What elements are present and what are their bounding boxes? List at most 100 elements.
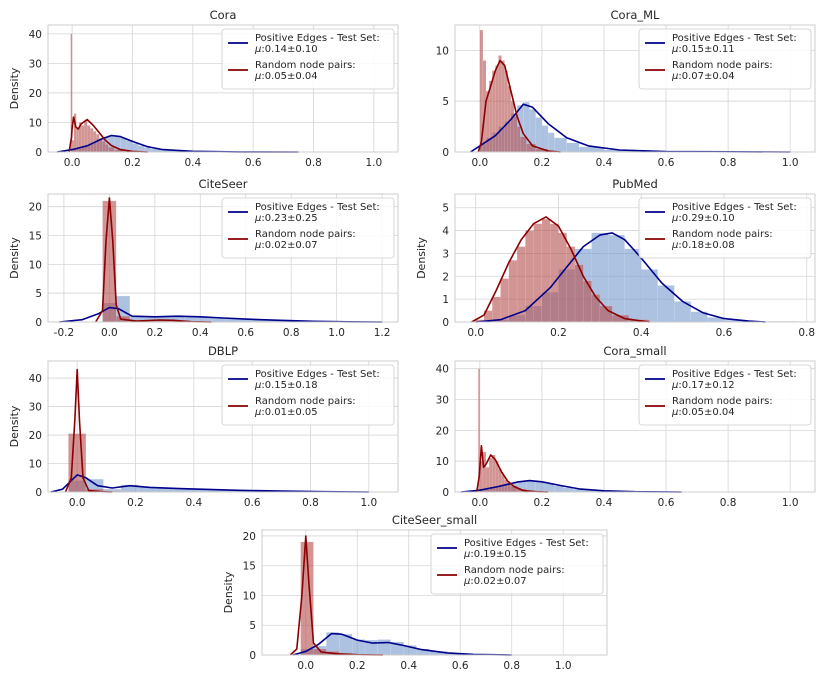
- random-kde-line: [95, 197, 212, 323]
- random-histogram-bar: [508, 260, 518, 323]
- x-tick-label: 0.2: [534, 157, 551, 169]
- y-tick-label: 10: [243, 590, 256, 602]
- positive-histogram-bar: [547, 132, 555, 153]
- y-tick-label: 0: [442, 317, 449, 329]
- chart-title: Cora_small: [603, 344, 666, 358]
- random-histogram-bar: [550, 223, 559, 323]
- x-tick-label: 0.6: [245, 157, 262, 169]
- panel-citeseer: CiteSeer -0.2 0.0 0.2 0.4 0.6 0.8 1.0 1.2 0 5 10 15 2…: [8, 177, 399, 339]
- y-tick-label: 20: [29, 202, 42, 214]
- legend-box: [221, 364, 395, 426]
- y-tick-label: 0: [35, 147, 42, 159]
- axes-frame: [47, 360, 399, 493]
- chart-title: PubMed: [612, 177, 658, 191]
- legend-positive-label: Positive Edges - Test Set:: [464, 538, 589, 549]
- legend-random-stat: μ:0.02±0.07: [463, 576, 527, 587]
- legend-random-stat: μ:0.18±0.08: [671, 240, 735, 251]
- x-tick-label: 1.0: [782, 157, 799, 169]
- panel-dblp: DBLP 0.0 0.2 0.4 0.6 0.8 1.0 0 10 20 30 40 Density Po…: [8, 344, 399, 509]
- x-tick-label: 0.6: [716, 327, 733, 339]
- x-tick-label: 0.2: [534, 497, 551, 509]
- legend-positive-label: Positive Edges - Test Set:: [672, 202, 797, 213]
- y-tick-label: 4: [442, 226, 449, 238]
- x-tick-label: 1.0: [328, 327, 345, 339]
- legend-random-stat: μ:0.02±0.07: [254, 240, 318, 251]
- positive-kde-line: [470, 103, 791, 153]
- y-tick-label: 10: [436, 456, 449, 468]
- chart-title: Cora_ML: [611, 8, 661, 22]
- y-tick-label: 10: [29, 117, 42, 129]
- positive-histogram-bar: [541, 125, 549, 153]
- mu-symbol: μ: [671, 213, 678, 224]
- y-tick-label: 15: [29, 231, 42, 243]
- mu-value: :0.02±0.07: [261, 240, 317, 251]
- random-histogram-bar: [501, 60, 505, 153]
- random-kde-line: [477, 59, 561, 153]
- panel-cora-ml: Cora_ML 0.0 0.2 0.4 0.6 0.8 1.0 0 5 10 Positive Ed…: [436, 8, 816, 169]
- random-histogram-bar: [87, 125, 91, 153]
- mu-symbol: μ: [254, 71, 261, 82]
- legend-box: [221, 197, 395, 259]
- y-tick-label: 2: [442, 271, 449, 283]
- mu-value: :0.15±0.11: [678, 44, 734, 55]
- random-histogram-bar: [591, 294, 600, 323]
- mu-symbol: μ: [671, 44, 678, 55]
- mu-symbol: μ: [463, 549, 470, 560]
- mu-value: :0.07±0.04: [678, 71, 734, 82]
- y-axis-label: Density: [8, 405, 21, 447]
- positive-histogram-bar: [563, 487, 574, 493]
- y-tick-label: 0: [35, 317, 42, 329]
- x-tick-label: 0.4: [633, 327, 650, 339]
- positive-kde-line: [50, 474, 369, 493]
- random-histogram-bar: [541, 218, 551, 323]
- mu-value: :0.02±0.07: [470, 576, 526, 587]
- random-histogram-bar: [501, 474, 505, 493]
- legend: Positive Edges - Test Set:μ:0.29±0.10Ran…: [638, 197, 812, 259]
- legend-random-stat: μ:0.05±0.04: [254, 71, 318, 82]
- random-histogram-bar: [488, 457, 493, 493]
- mu-symbol: μ: [254, 213, 261, 224]
- legend: Positive Edges - Test Set:μ:0.17±0.12Ran…: [638, 364, 812, 426]
- x-tick-label: 0.6: [244, 497, 261, 509]
- legend-positive-label: Positive Edges - Test Set:: [255, 202, 380, 213]
- legend-random-label: Random node pairs:: [672, 229, 773, 240]
- axes-frame: [261, 529, 608, 656]
- y-tick-label: 20: [243, 531, 256, 543]
- y-tick-label: 5: [35, 288, 42, 300]
- chart-title: CiteSeer: [199, 177, 248, 191]
- x-tick-label: 0.2: [124, 157, 141, 169]
- random-kde-line: [64, 368, 113, 493]
- x-tick-label: 0.2: [127, 497, 144, 509]
- legend-positive-label: Positive Edges - Test Set:: [255, 369, 380, 380]
- x-tick-label: 0.4: [192, 327, 209, 339]
- x-tick-label: 0.4: [596, 497, 613, 509]
- x-tick-label: 0.0: [69, 497, 86, 509]
- x-tick-label: 0.8: [302, 497, 319, 509]
- random-histogram-bar: [500, 278, 509, 323]
- random-histogram-bar: [516, 126, 521, 153]
- y-tick-label: 40: [29, 29, 42, 41]
- panel-citeseer-small: CiteSeer_small 0.0 0.2 0.4 0.6 0.8 1.0 0 5 10 15 20…: [222, 513, 608, 672]
- mu-value: :0.05±0.04: [261, 71, 317, 82]
- mu-symbol: μ: [254, 407, 261, 418]
- x-tick-label: 0.8: [720, 497, 737, 509]
- mu-symbol: μ: [463, 576, 470, 587]
- y-tick-label: 20: [436, 425, 449, 437]
- axes-frame: [47, 193, 399, 323]
- axes-frame: [454, 24, 816, 153]
- legend-random-stat: μ:0.07±0.04: [671, 71, 735, 82]
- legend-box: [638, 197, 812, 259]
- mu-value: :0.17±0.12: [678, 380, 734, 391]
- random-histogram-bar: [105, 144, 109, 153]
- legend-random-label: Random node pairs:: [255, 396, 356, 407]
- x-tick-label: 1.0: [782, 497, 799, 509]
- positive-histogram-bar: [554, 137, 567, 153]
- x-tick-label: 0.4: [400, 660, 417, 672]
- panel-pubmed: PubMed 0.0 0.2 0.4 0.6 0.8 0 1 2 3 4 5 Density Positi…: [415, 177, 816, 339]
- positive-histogram-bar: [641, 269, 658, 323]
- x-tick-label: 0.4: [184, 157, 201, 169]
- y-tick-label: 10: [29, 459, 42, 471]
- random-histogram-bar: [102, 141, 106, 153]
- random-histogram-bar: [510, 101, 515, 153]
- positive-histogram-bar: [535, 481, 546, 493]
